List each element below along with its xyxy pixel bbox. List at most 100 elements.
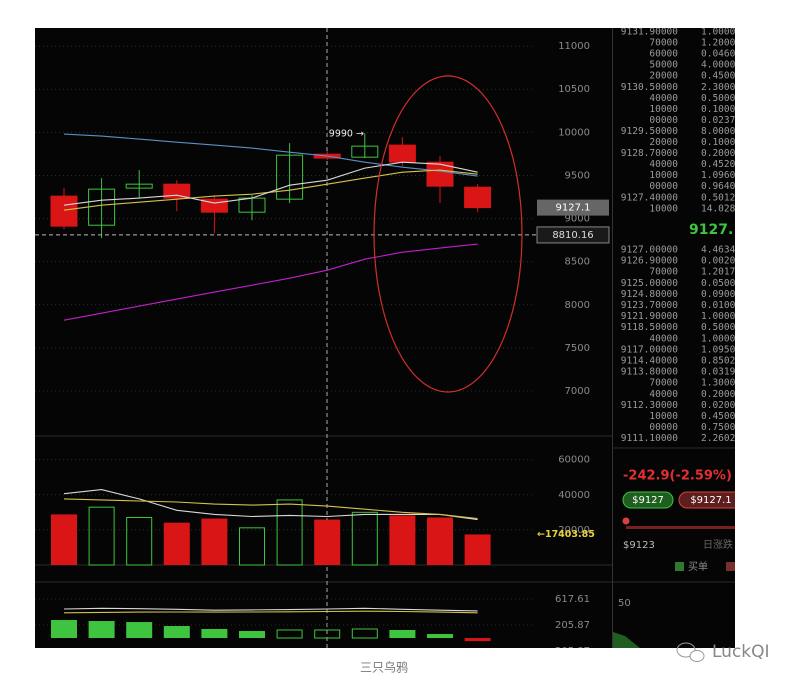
bar bbox=[314, 519, 341, 565]
book-price: 70000 bbox=[649, 38, 678, 49]
book-qty: 0.4500 bbox=[701, 411, 736, 422]
moving-average bbox=[63, 610, 478, 614]
book-qty: 0.2000 bbox=[701, 389, 736, 400]
book-qty: 2.2602 bbox=[701, 433, 735, 444]
book-price: 9125.00000 bbox=[621, 278, 678, 289]
book-price: 9117.00000 bbox=[621, 344, 678, 355]
book-price: 9114.40000 bbox=[621, 356, 678, 367]
book-qty: 2.3000 bbox=[701, 82, 736, 93]
y-tick-label: 60000 bbox=[558, 455, 590, 466]
bar bbox=[464, 534, 491, 565]
range-low: $9123 bbox=[623, 540, 655, 551]
bid-pill-text: $9127 bbox=[632, 495, 664, 506]
book-price: 40000 bbox=[649, 389, 678, 400]
y-tick-label: 617.61 bbox=[555, 594, 590, 605]
book-qty: 0.5000 bbox=[701, 93, 736, 104]
legend-swatch bbox=[726, 562, 735, 571]
book-price: 40000 bbox=[649, 159, 678, 170]
book-qty: 1.2000 bbox=[701, 38, 736, 49]
ask-pill bbox=[678, 491, 735, 509]
book-qty: 1.0950 bbox=[701, 344, 736, 355]
y-tick-label: 205.87 bbox=[555, 620, 590, 631]
bid-pill bbox=[622, 491, 674, 509]
book-price: 00000 bbox=[649, 115, 678, 126]
order-book: 9131.90000 1.0000 70000 1.2000 60000 0.0460 50… bbox=[613, 27, 736, 648]
moving-average bbox=[63, 133, 478, 177]
book-price: 10000 bbox=[649, 170, 678, 181]
book-price: 9111.10000 bbox=[621, 433, 678, 444]
book-qty: 0.1000 bbox=[701, 104, 736, 115]
candle-body bbox=[50, 195, 78, 227]
moving-average bbox=[63, 243, 478, 321]
book-qty: 0.0900 bbox=[701, 289, 736, 300]
watermark-icon bbox=[676, 642, 696, 658]
bar bbox=[88, 506, 115, 566]
y-tick-label: 7500 bbox=[565, 343, 590, 354]
bar bbox=[239, 631, 265, 639]
book-price: 9127.40000 bbox=[621, 192, 678, 203]
volume-annotation: ←17403.85 bbox=[537, 529, 595, 540]
book-price: 70000 bbox=[649, 378, 678, 389]
book-last: 9127. bbox=[689, 222, 733, 238]
bar bbox=[51, 514, 77, 565]
bar bbox=[464, 638, 491, 642]
book-qty: 14.028 bbox=[701, 203, 736, 214]
watermark-icon bbox=[689, 650, 705, 662]
y-tick-label: 10000 bbox=[558, 127, 590, 138]
bar bbox=[314, 629, 341, 639]
bar bbox=[389, 630, 416, 639]
book-price: 9112.30000 bbox=[621, 400, 678, 411]
bar bbox=[276, 629, 303, 639]
book-price: 9130.50000 bbox=[621, 82, 678, 93]
candle-body bbox=[464, 186, 492, 209]
book-price: 10000 bbox=[649, 411, 678, 422]
book-qty: 0.0460 bbox=[701, 49, 736, 60]
y-tick-label: 40000 bbox=[558, 490, 590, 501]
candle-body bbox=[276, 154, 304, 200]
book-qty: 1.0960 bbox=[701, 170, 736, 181]
bar bbox=[126, 516, 153, 566]
moving-average bbox=[63, 498, 478, 520]
book-price: 9131.90000 bbox=[621, 27, 678, 38]
bar bbox=[351, 511, 378, 566]
candle-body bbox=[351, 145, 379, 158]
chart-area: 7000 7500 8000 8500 9000 9500 10000 10500 11000 9… bbox=[35, 28, 612, 648]
book-qty: 1.0000 bbox=[701, 311, 736, 322]
book-price: 20000 bbox=[649, 137, 678, 148]
book-qty: 0.0020 bbox=[701, 256, 736, 267]
book-price: 9128.70000 bbox=[621, 148, 678, 159]
book-qty: 1.0000 bbox=[701, 333, 736, 344]
y-tick-label: 8000 bbox=[565, 300, 590, 311]
book-qty: 4.4634 bbox=[701, 245, 736, 256]
bar bbox=[51, 620, 77, 639]
bar bbox=[163, 626, 190, 639]
depth-scale: 50 bbox=[618, 598, 631, 609]
bar bbox=[239, 527, 265, 566]
bar bbox=[427, 517, 453, 565]
y-tick-label: 7000 bbox=[565, 386, 590, 397]
book-qty: 0.5012 bbox=[701, 192, 735, 203]
book-qty: 1.0000 bbox=[701, 27, 736, 38]
legend-buy: 买单 bbox=[688, 561, 708, 573]
candle-body bbox=[125, 183, 153, 189]
bar bbox=[427, 634, 453, 639]
ask-pill-text: $9127.1 bbox=[690, 495, 731, 506]
cursor-value-box bbox=[536, 226, 610, 244]
y-tick-label: 9000 bbox=[565, 214, 590, 225]
book-price: 10000 bbox=[649, 104, 678, 115]
book-qty: 0.1000 bbox=[701, 137, 736, 148]
book-qty: 0.4500 bbox=[701, 71, 736, 82]
bar bbox=[126, 622, 153, 639]
candle-body bbox=[388, 144, 416, 163]
book-qty: 0.0100 bbox=[701, 300, 736, 311]
watermark-text: LuckQI bbox=[712, 642, 770, 662]
candle-body bbox=[426, 161, 454, 187]
bar bbox=[88, 621, 115, 639]
depth-area bbox=[613, 632, 640, 648]
range-handle bbox=[622, 517, 630, 525]
caption: 三只乌鸦 bbox=[360, 660, 408, 675]
book-qty: 1.2017 bbox=[701, 267, 735, 278]
book-qty: 8.0000 bbox=[701, 126, 736, 137]
book-qty: 0.2000 bbox=[701, 148, 736, 159]
